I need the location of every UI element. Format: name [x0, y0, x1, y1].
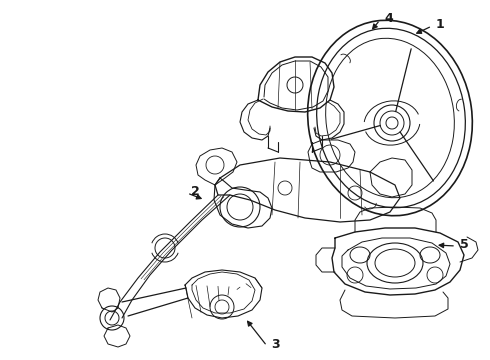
Text: 1: 1	[436, 18, 445, 31]
Text: 5: 5	[460, 238, 469, 251]
Text: 3: 3	[271, 338, 280, 351]
Text: 4: 4	[384, 12, 393, 25]
Text: 2: 2	[191, 185, 200, 198]
